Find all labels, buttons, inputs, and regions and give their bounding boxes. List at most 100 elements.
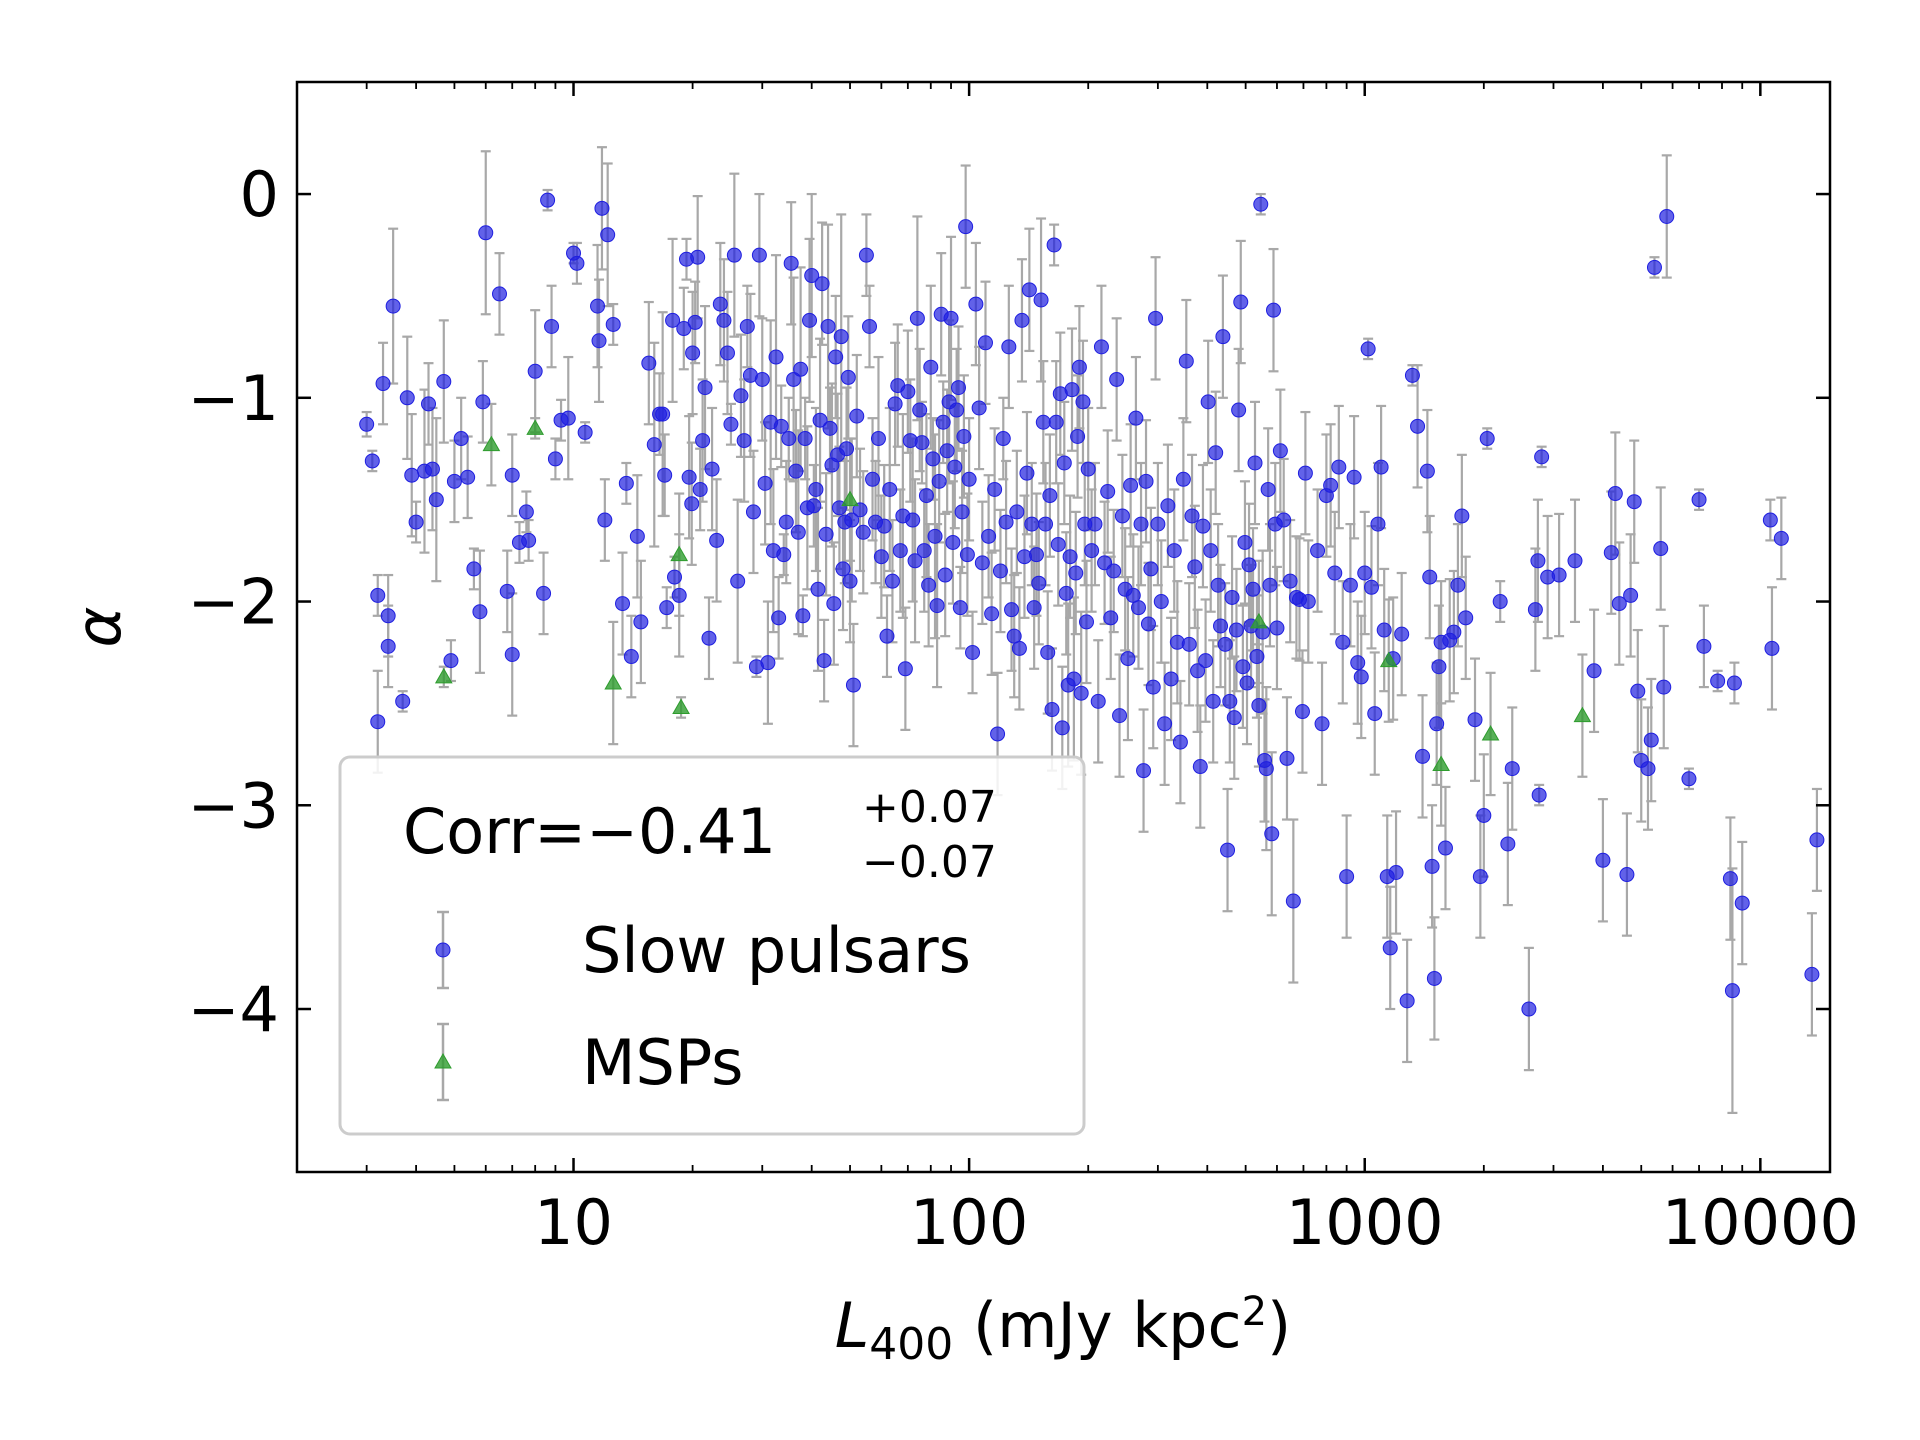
slow-pulsar-point [818, 526, 834, 542]
slow-pulsar-point [1424, 858, 1440, 874]
slow-pulsar-point [1140, 616, 1156, 632]
slow-pulsar-point [773, 418, 789, 434]
slow-pulsar-point [1431, 659, 1447, 675]
slow-pulsar-point [597, 512, 613, 528]
msp-point [672, 698, 690, 714]
slow-pulsar-point [1611, 596, 1627, 612]
slow-pulsar-point [1527, 602, 1543, 618]
slow-pulsar-point [1262, 577, 1278, 593]
slow-pulsar-point [600, 227, 616, 243]
slow-pulsar-point [1103, 610, 1119, 626]
slow-pulsar-point [907, 553, 923, 569]
slow-pulsar-point [629, 528, 645, 544]
slow-pulsar-point [1626, 494, 1642, 510]
slow-pulsar-point [1241, 557, 1257, 573]
slow-pulsar-point [633, 614, 649, 630]
slow-pulsar-point [375, 376, 391, 392]
slow-pulsar-point [797, 431, 813, 447]
slow-pulsar-point [659, 600, 675, 616]
slow-pulsar-point [478, 225, 494, 241]
slow-pulsar-point [1166, 543, 1182, 559]
slow-pulsar-point [560, 410, 576, 426]
slow-pulsar-point [952, 600, 968, 616]
slow-pulsar-point [842, 573, 858, 589]
slow-pulsar-point [1260, 481, 1276, 497]
slow-pulsar-point [443, 653, 459, 669]
slow-pulsar-point [1220, 842, 1236, 858]
slow-pulsar-point [1422, 569, 1438, 585]
slow-pulsar-point [1426, 970, 1442, 986]
slow-pulsar-point [460, 469, 476, 485]
slow-pulsar-point [1087, 516, 1103, 532]
slow-pulsar-point [984, 606, 1000, 622]
slow-pulsar-point [1109, 371, 1125, 387]
slow-pulsar-point [1410, 418, 1426, 434]
legend-msp-label: MSPs [582, 1026, 743, 1099]
slow-pulsar-point [1476, 807, 1492, 823]
slow-pulsar-point [912, 402, 928, 418]
slow-pulsar-point [1472, 869, 1488, 885]
slow-pulsar-point [424, 461, 440, 477]
slow-pulsar-point [1415, 748, 1431, 764]
slow-pulsar-point [1360, 341, 1376, 357]
y-tick-label: −1 [188, 362, 279, 435]
slow-pulsar-point [1054, 720, 1070, 736]
slow-pulsar-point [1809, 832, 1825, 848]
slow-pulsar-point [781, 431, 797, 447]
slow-pulsar-point [704, 461, 720, 477]
slow-pulsar-point [835, 561, 851, 577]
slow-pulsar-point [1521, 1001, 1537, 1017]
slow-pulsar-point [1722, 871, 1738, 887]
slow-pulsar-point [1042, 488, 1058, 504]
slow-pulsar-point [927, 528, 943, 544]
slow-pulsar-point [590, 298, 606, 314]
slow-pulsar-point [968, 296, 984, 312]
slow-pulsar-point [1696, 638, 1712, 654]
slow-pulsar-point [943, 310, 959, 326]
slow-pulsar-point [822, 420, 838, 436]
slow-pulsar-point [667, 569, 683, 585]
slow-pulsar-point [959, 547, 975, 563]
slow-pulsar-point [1450, 577, 1466, 593]
slow-pulsar-point [723, 416, 739, 432]
slow-pulsar-point [990, 726, 1006, 742]
slow-pulsar-point [1323, 477, 1339, 493]
slow-pulsar-point [1040, 644, 1056, 660]
legend: Corr=−0.41 +0.07 −0.07 Slow pulsars MSPs [338, 755, 1086, 1136]
slow-pulsar-point [1035, 414, 1051, 430]
correlation-annotation: Corr=−0.41 [403, 795, 776, 868]
slow-pulsar-point [1724, 983, 1740, 999]
slow-pulsar-point [1314, 716, 1330, 732]
slow-pulsar-point [839, 441, 855, 457]
slow-pulsar-point [793, 361, 809, 377]
x-tick-label: 10000 [1662, 1186, 1859, 1259]
slow-pulsar-point [1068, 565, 1084, 581]
slow-pulsar-point [1607, 486, 1623, 502]
slow-pulsar-point [1586, 663, 1602, 679]
slow-pulsar-point [909, 310, 925, 326]
slow-pulsar-point [1208, 445, 1224, 461]
slow-pulsar-point [1429, 716, 1445, 732]
slow-pulsar-point [1198, 653, 1214, 669]
slow-pulsar-point [504, 467, 520, 483]
slow-pulsar-point [745, 504, 761, 520]
slow-pulsar-point [1282, 573, 1298, 589]
slow-pulsar-point [1388, 865, 1404, 881]
slow-pulsar-point [1659, 208, 1675, 224]
slow-pulsar-point [466, 561, 482, 577]
msp-point [1432, 755, 1450, 772]
slow-pulsar-point [879, 628, 895, 644]
legend-slow-label: Slow pulsars [582, 914, 971, 987]
slow-pulsar-point [428, 492, 444, 508]
slow-pulsar-point [1031, 575, 1047, 591]
slow-pulsar-point [1130, 600, 1146, 616]
slow-pulsar-point [1691, 492, 1707, 508]
slow-pulsar-point [1195, 518, 1211, 534]
slow-pulsar-point [768, 349, 784, 365]
slow-pulsar-point [1200, 394, 1216, 410]
x-tick-label: 1000 [1286, 1186, 1444, 1259]
slow-pulsar-point [1300, 594, 1316, 610]
slow-pulsar-point [965, 644, 981, 660]
slow-pulsar-point [1339, 869, 1355, 885]
legend-entry-msps: MSPs [434, 1022, 743, 1102]
